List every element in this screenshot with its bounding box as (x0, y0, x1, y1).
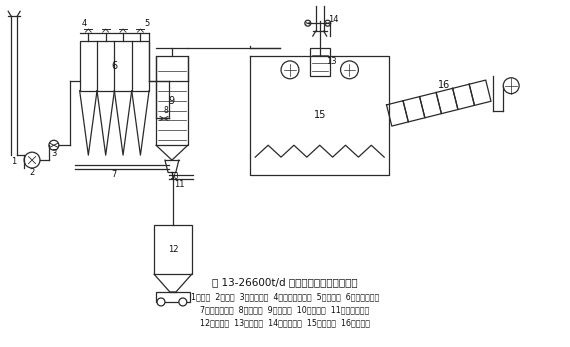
Circle shape (179, 298, 187, 306)
Text: 12: 12 (168, 245, 178, 254)
Text: 7: 7 (112, 170, 117, 179)
Text: 10: 10 (169, 172, 179, 181)
Bar (156, 56, 188, 145)
Text: 图 13-26600t/d 石灰回转窑除尘工艺流程: 图 13-26600t/d 石灰回转窑除尘工艺流程 (212, 277, 358, 287)
Circle shape (159, 113, 169, 124)
Bar (156, 292, 190, 302)
Text: 13: 13 (326, 57, 337, 66)
Text: 16: 16 (438, 80, 450, 90)
Text: 11: 11 (174, 180, 184, 189)
Text: 3: 3 (51, 149, 56, 158)
Circle shape (281, 61, 299, 79)
Text: 14: 14 (328, 15, 339, 24)
Circle shape (503, 78, 519, 94)
Bar (310, 48, 329, 76)
Text: 7一链式输送机  8一冷风阀  9一空冷器  10一旁通阀  11一链式输送机: 7一链式输送机 8一冷风阀 9一空冷器 10一旁通阀 11一链式输送机 (201, 305, 369, 314)
Text: 9: 9 (169, 95, 175, 105)
Circle shape (305, 20, 311, 26)
Text: 6: 6 (111, 61, 117, 71)
Circle shape (325, 20, 331, 26)
Circle shape (49, 140, 59, 150)
Text: 1一烟囱  2一风机  3一调节挡板  4一逆洗控制挡板  5一切换阀  6一袋式除尘器: 1一烟囱 2一风机 3一调节挡板 4一逆洗控制挡板 5一切换阀 6一袋式除尘器 (191, 293, 379, 302)
Text: 8: 8 (164, 106, 168, 115)
Bar (80, 41, 149, 91)
Circle shape (340, 61, 359, 79)
Text: 2: 2 (30, 168, 35, 177)
Bar (154, 225, 192, 274)
Text: 5: 5 (144, 19, 150, 28)
Circle shape (24, 152, 40, 168)
Text: 1: 1 (11, 156, 17, 166)
Text: 12一粉尘仓  13一旁通阀  14一辅助烟囱  15一预热机  16一回转窑: 12一粉尘仓 13一旁通阀 14一辅助烟囱 15一预热机 16一回转窑 (200, 318, 370, 327)
Text: 15: 15 (314, 110, 326, 120)
Text: 4: 4 (82, 19, 87, 28)
Circle shape (157, 298, 165, 306)
